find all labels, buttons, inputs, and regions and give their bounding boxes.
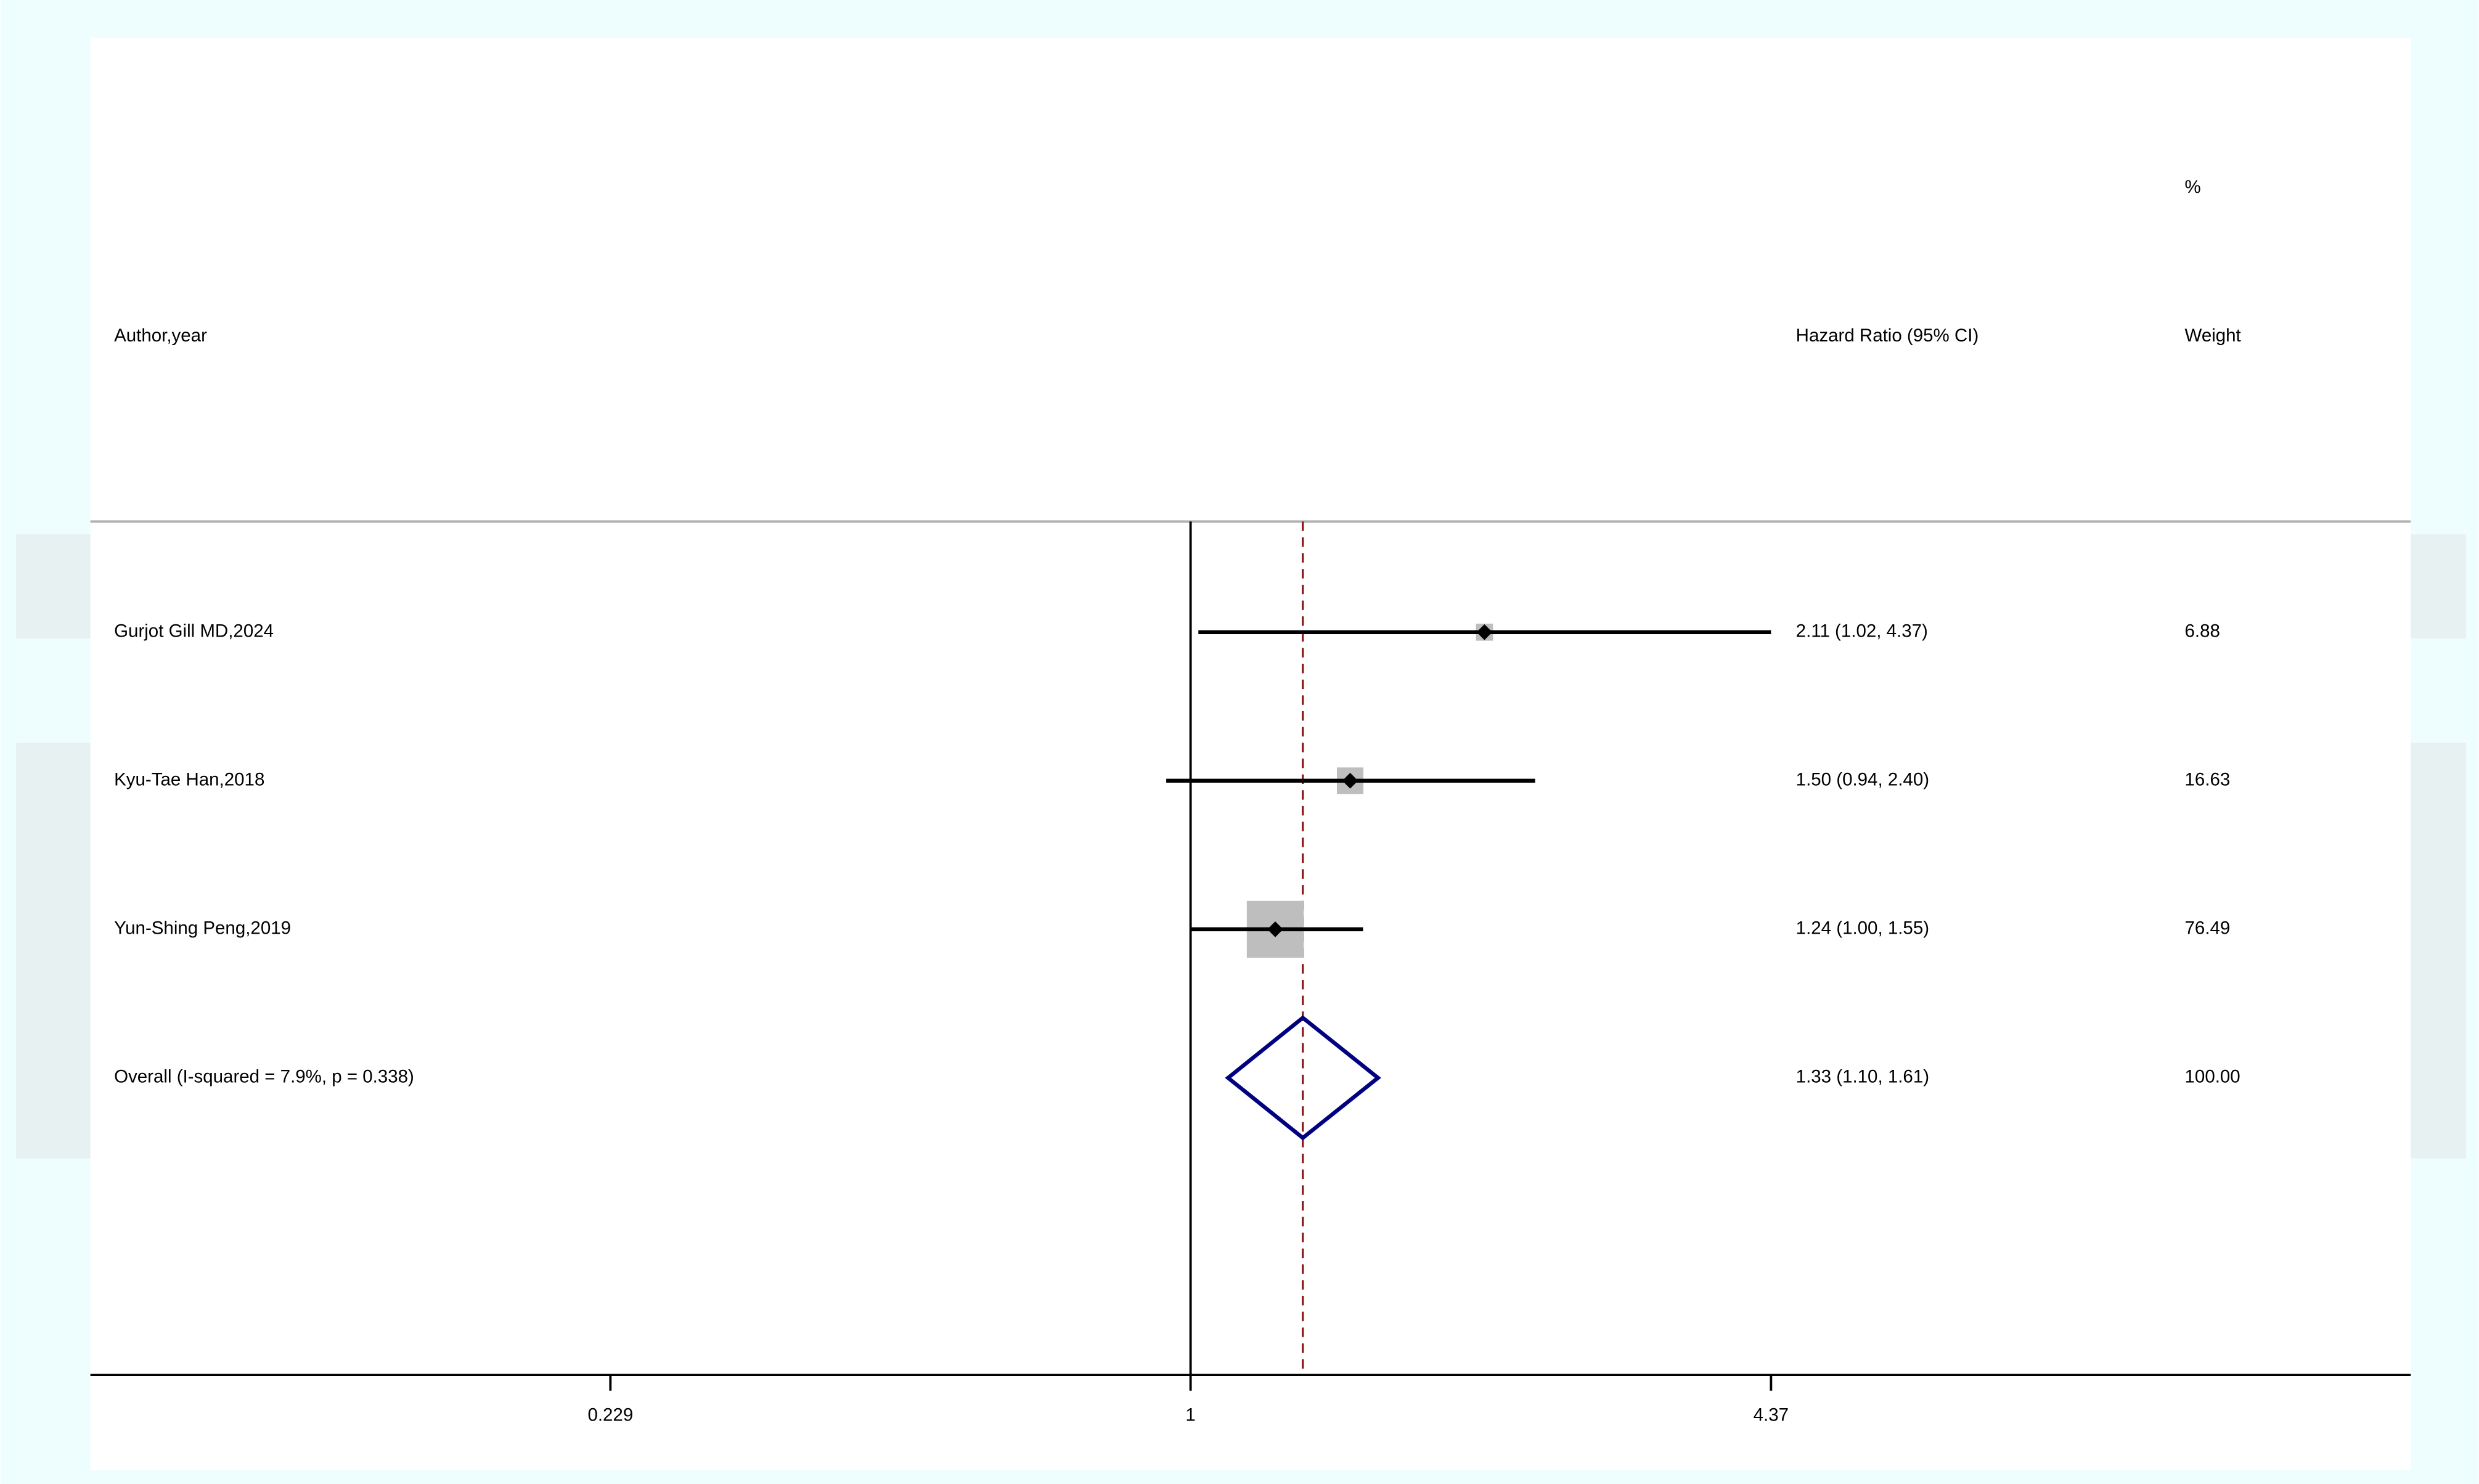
- overall-diamond: [1225, 1015, 1381, 1141]
- weight-label: 76.49: [2185, 918, 2231, 939]
- effect-label: 1.50 (0.94, 2.40): [1796, 770, 1929, 790]
- study-label: Yun-Shing Peng,2019: [114, 918, 291, 939]
- study-label: Gurjot Gill MD,2024: [114, 621, 274, 642]
- effect-label: 2.11 (1.02, 4.37): [1796, 621, 1928, 642]
- study-label: Kyu-Tae Han,2018: [114, 770, 264, 790]
- point-estimate: [1342, 773, 1358, 789]
- plot-panel: [90, 38, 2411, 1470]
- header-effect: Hazard Ratio (95% CI): [1796, 325, 1979, 346]
- effect-label: 1.24 (1.00, 1.55): [1796, 918, 1929, 939]
- header-weight-top: %: [2185, 177, 2201, 197]
- x-tick-label: 4.37: [1754, 1405, 1789, 1425]
- header-weight: Weight: [2185, 325, 2241, 346]
- x-tick-label: 1: [1185, 1405, 1195, 1425]
- weight-label: 6.88: [2185, 621, 2220, 642]
- weight-label: 16.63: [2185, 770, 2231, 790]
- header-study: Author,year: [114, 325, 207, 346]
- overall-effect-label: 1.33 (1.10, 1.61): [1796, 1067, 1929, 1087]
- point-estimate: [1267, 921, 1283, 937]
- x-tick-label: 0.229: [587, 1405, 633, 1425]
- overall-label: Overall (I-squared = 7.9%, p = 0.338): [114, 1067, 414, 1087]
- point-estimate: [1476, 624, 1493, 640]
- overall-weight-label: 100.00: [2185, 1067, 2240, 1087]
